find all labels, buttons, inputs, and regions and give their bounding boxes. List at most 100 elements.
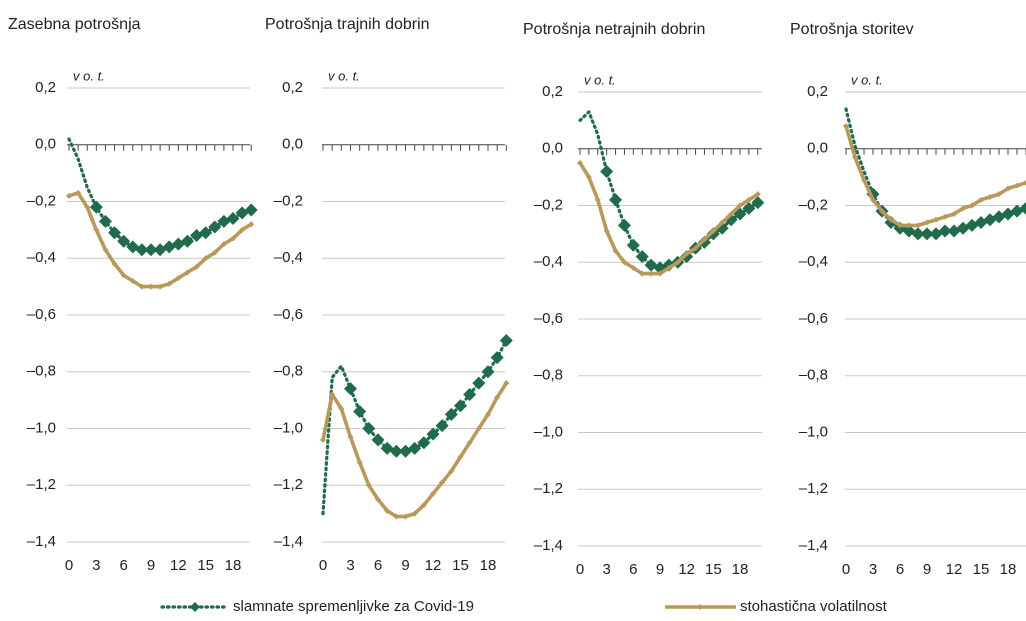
y-tick-label: 0,0 (35, 136, 56, 153)
legend-label: slamnate spremenljivke za Covid-19 (233, 598, 474, 615)
x-tick-label: 9 (147, 557, 155, 574)
panel: Potrošnja netrajnih dobrin 0,2 0,0 –0,2 –0,4… (523, 21, 765, 578)
data-point (481, 365, 495, 379)
y-tick-label: –0,6 (274, 306, 303, 323)
data-point (439, 479, 446, 486)
y-tick-label: –0,8 (534, 367, 563, 384)
x-tick-label: 6 (896, 561, 904, 578)
x-tick-label: 9 (923, 561, 931, 578)
data-point (701, 236, 708, 243)
data-point (987, 193, 993, 200)
data-point (942, 213, 948, 220)
data-point (448, 468, 455, 475)
data-point (861, 176, 867, 183)
y-tick-label: –0,8 (274, 363, 303, 380)
data-point (353, 404, 367, 418)
data-point (920, 227, 934, 241)
data-point (411, 510, 418, 517)
data-point (129, 277, 136, 284)
annotation: v o. t. (73, 68, 105, 83)
data-point (220, 241, 227, 248)
data-point (329, 391, 336, 398)
data-point (635, 250, 649, 264)
y-tick-label: –0,4 (534, 253, 563, 270)
data-point (924, 219, 930, 226)
x-tick-label: 0 (319, 557, 327, 574)
data-point (938, 224, 952, 238)
panel-title: Potrošnja trajnih dobrin (265, 16, 430, 33)
data-point (594, 196, 601, 203)
y-tick-label: –1,0 (534, 423, 563, 440)
data-point (426, 427, 440, 441)
data-point (193, 263, 200, 270)
data-point (347, 434, 354, 441)
data-point (475, 425, 482, 432)
x-tick-label: 3 (869, 561, 877, 578)
x-tick-label: 12 (678, 561, 695, 578)
data-point (996, 191, 1002, 198)
x-tick-label: 6 (629, 561, 637, 578)
y-tick-label: –1,2 (27, 476, 56, 493)
panel: Potrošnja storitev 0,2 0,0 –0,2 –0,4 –0,6 –0,8… (790, 21, 1026, 578)
data-point (93, 226, 100, 233)
y-tick-label: –1,2 (799, 480, 828, 497)
data-point (199, 226, 213, 240)
y-tick-label: 0,2 (542, 83, 563, 100)
data-point (648, 270, 655, 277)
x-tick-label: 6 (119, 557, 127, 574)
data-point (657, 270, 663, 277)
data-point (630, 264, 637, 271)
x-tick-label: 0 (842, 561, 850, 578)
y-tick-label: –1,2 (534, 480, 563, 497)
data-point (639, 270, 646, 277)
data-point (338, 405, 345, 412)
data-point (754, 191, 761, 198)
annotation: v o. t. (851, 72, 883, 87)
data-point (485, 411, 491, 418)
data-point (888, 216, 894, 223)
data-point (344, 382, 357, 396)
data-point (710, 228, 717, 235)
data-point (1019, 201, 1026, 215)
data-point (897, 222, 903, 229)
x-tick-label: 15 (197, 557, 214, 574)
data-point (879, 208, 885, 215)
x-tick-label: 18 (480, 557, 497, 574)
data-point (420, 502, 427, 509)
data-point (435, 419, 449, 433)
data-point (180, 234, 194, 248)
panel-title: Potrošnja storitev (790, 21, 914, 38)
data-point (138, 283, 145, 290)
data-point (463, 387, 477, 401)
data-point (202, 255, 209, 262)
x-tick-label: 18 (732, 561, 749, 578)
y-tick-label: –1,0 (274, 419, 303, 436)
data-point (683, 250, 690, 257)
data-point (157, 283, 164, 290)
data-point (621, 259, 628, 266)
y-tick-label: –1,4 (27, 533, 56, 550)
data-point (389, 444, 403, 458)
y-tick-label: –0,6 (27, 306, 56, 323)
data-point (144, 243, 158, 257)
x-tick-label: 15 (973, 561, 990, 578)
data-point (665, 264, 672, 271)
data-point (472, 376, 486, 390)
data-point (719, 219, 726, 226)
data-point (742, 201, 756, 215)
data-point (737, 202, 743, 209)
y-tick-label: –1,0 (799, 423, 828, 440)
annotation: v o. t. (584, 72, 616, 87)
panel: Potrošnja trajnih dobrin 0,2 0,0 –0,2 –0,4 –0… (265, 16, 513, 574)
data-point (362, 422, 376, 435)
data-point (66, 192, 72, 199)
data-point (148, 283, 154, 290)
y-tick-label: 0,0 (807, 140, 828, 157)
data-point (603, 228, 610, 235)
x-tick-label: 9 (656, 561, 664, 578)
data-point (490, 351, 504, 365)
data-point (402, 513, 409, 520)
series-line (578, 110, 760, 270)
y-tick-label: –1,2 (274, 476, 303, 493)
